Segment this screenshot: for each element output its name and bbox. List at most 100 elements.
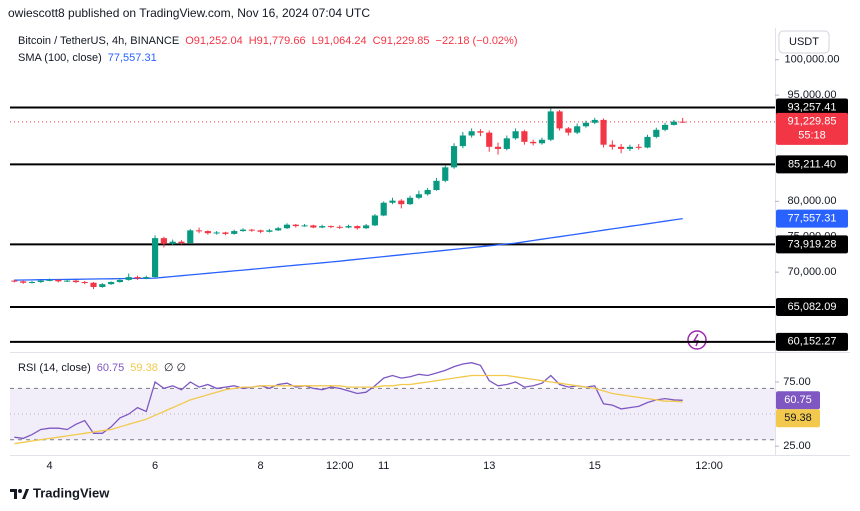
- candle-body: [477, 131, 484, 133]
- candle-body: [380, 202, 387, 216]
- candle-body: [345, 226, 352, 228]
- candle-body: [46, 279, 53, 281]
- rsi-y-tick-label: 25.00: [783, 440, 811, 452]
- candle-body: [81, 282, 88, 284]
- candle-body: [609, 144, 616, 147]
- candle-body: [11, 280, 18, 282]
- candle-body: [125, 277, 132, 280]
- alert-icon[interactable]: [687, 330, 707, 350]
- rsi-tag: [776, 391, 820, 410]
- ohlc-value: −22.18 (−0.02%): [436, 35, 518, 47]
- currency-button-box[interactable]: [778, 30, 830, 54]
- candle-body: [538, 139, 546, 144]
- candle-body: [239, 229, 247, 232]
- candle-body: [494, 146, 502, 149]
- level-tag: [776, 155, 848, 174]
- candle-body: [204, 231, 211, 234]
- sma-tag-label: 77,557.31: [788, 213, 837, 225]
- candle-body: [626, 146, 633, 149]
- candle-body: [679, 121, 686, 123]
- candle-body: [37, 280, 44, 283]
- candle-body: [503, 138, 510, 149]
- candle-body: [459, 135, 466, 147]
- rsi-legend: RSI (14, close) 60.75 59.38 ∅ ∅: [18, 362, 186, 374]
- candle-body: [108, 282, 115, 285]
- rsi-line: [14, 362, 683, 440]
- candle-body: [195, 230, 203, 232]
- candle-body: [283, 224, 291, 229]
- rsi-value: 59.38: [130, 362, 158, 374]
- x-tick-label: 12:00: [326, 460, 354, 472]
- candle-body: [389, 200, 396, 203]
- candle-body: [187, 230, 194, 244]
- candle-body: [231, 231, 238, 234]
- countdown-label: 55:18: [798, 130, 826, 142]
- candle-body: [169, 241, 176, 244]
- candle-body: [662, 124, 669, 130]
- candle-body: [143, 277, 150, 279]
- candle-body: [670, 121, 677, 125]
- level-tag-label: 65,082.09: [788, 301, 837, 313]
- level-tag-label: 73,919.28: [788, 238, 837, 250]
- candle-body: [28, 282, 36, 284]
- sma-value: 77,557.31: [108, 52, 157, 64]
- footer-brand: TradingView: [33, 485, 110, 500]
- candle-body: [72, 280, 80, 283]
- x-tick-label: 12:00: [695, 460, 723, 472]
- candle-body: [152, 238, 159, 278]
- alert-circle[interactable]: [687, 330, 707, 350]
- candle-body: [653, 129, 660, 137]
- rsi-tag-label: 59.38: [784, 412, 812, 424]
- candle-body: [407, 197, 414, 205]
- x-tick-label: 13: [483, 460, 495, 472]
- main-legend: Bitcoin / TetherUS, 4h, BINANCE O91,252.0…: [18, 35, 518, 47]
- candle-body: [415, 194, 422, 198]
- y-tick-label: 95,000.00: [788, 89, 837, 101]
- candle-body: [424, 190, 431, 195]
- rsi-title: RSI (14, close): [18, 362, 91, 374]
- ohlc-value: H91,779.66: [249, 35, 306, 47]
- logo-slash: [22, 489, 29, 499]
- rsi-tag: [776, 409, 820, 428]
- candle-body: [266, 230, 273, 232]
- candle-body: [116, 279, 123, 283]
- rsi-line: [14, 374, 683, 445]
- candle-body: [213, 232, 220, 234]
- candle-body: [433, 180, 440, 190]
- currency-button[interactable]: USDT: [778, 30, 830, 54]
- x-tick-label: 11: [378, 460, 389, 472]
- candle-body: [574, 126, 581, 133]
- y-tick-label: 80,000.00: [788, 195, 837, 207]
- y-tick-label: 100,000.00: [784, 54, 839, 66]
- ohlc-value: C91,229.85: [373, 35, 430, 47]
- candle-body: [257, 230, 264, 232]
- candle-body: [644, 136, 651, 148]
- candle-body: [512, 131, 519, 139]
- candle-body: [20, 281, 27, 283]
- y-tick-label: 70,000.00: [788, 266, 837, 278]
- candle-body: [354, 226, 361, 229]
- x-tick-label: 8: [258, 460, 264, 472]
- candle-body: [248, 229, 255, 231]
- candle-body: [275, 228, 282, 231]
- level-tag: [776, 235, 848, 254]
- candle-body: [582, 122, 590, 127]
- currency-label[interactable]: USDT: [789, 36, 819, 48]
- candle-body: [618, 146, 625, 149]
- candle-body: [371, 215, 378, 226]
- candle-body: [178, 241, 185, 244]
- level-tag-label: 60,152.27: [788, 336, 837, 348]
- candle-body: [99, 284, 106, 287]
- rsi-extra: ∅ ∅: [164, 362, 186, 374]
- candle-body: [222, 232, 229, 234]
- candle-body: [530, 141, 537, 144]
- candle-body: [450, 146, 458, 168]
- sma-tag: [776, 209, 848, 228]
- rsi-tag-label: 60.75: [784, 394, 812, 406]
- rsi-band: [10, 388, 775, 440]
- x-tick-label: 4: [47, 460, 53, 472]
- level-tag: [776, 297, 848, 316]
- sma-name: SMA (100, close): [18, 52, 102, 64]
